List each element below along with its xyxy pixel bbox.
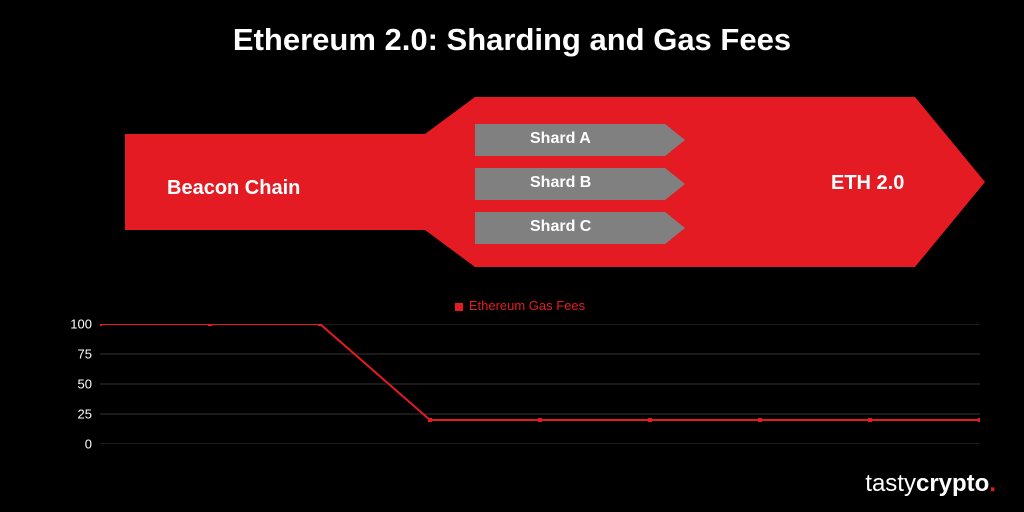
shard-arrow-icon [475, 212, 805, 244]
logo-dot: . [989, 470, 996, 497]
logo-part2: crypto [916, 470, 989, 497]
y-tick-label: 25 [78, 407, 92, 422]
shard-label: Shard A [530, 130, 591, 148]
beacon-chain-label: Beacon Chain [167, 177, 300, 200]
y-tick-label: 100 [70, 317, 92, 332]
gas-fees-chart: Ethereum Gas Fees 100 75 50 25 0 [50, 298, 990, 458]
y-tick-label: 75 [78, 347, 92, 362]
legend-label: Ethereum Gas Fees [469, 298, 585, 313]
shard-arrow-icon [475, 124, 805, 156]
shard-row: Shard C [475, 212, 805, 244]
chart-legend: Ethereum Gas Fees [50, 298, 990, 313]
chart-svg [100, 324, 980, 444]
y-tick-label: 50 [78, 377, 92, 392]
shard-row: Shard B [475, 168, 805, 200]
shard-arrow-icon [475, 168, 805, 200]
eth-2-label: ETH 2.0 [831, 172, 904, 195]
shards-container: Shard A Shard B Shard C [475, 124, 805, 256]
y-axis-labels: 100 75 50 25 0 [50, 324, 98, 444]
shard-label: Shard C [530, 218, 591, 236]
page-title: Ethereum 2.0: Sharding and Gas Fees [0, 22, 1024, 58]
y-tick-label: 0 [85, 437, 92, 452]
brand-logo: tastycrypto. [865, 470, 996, 498]
legend-marker-icon [455, 303, 463, 311]
sharding-arrow-diagram: Beacon Chain ETH 2.0 Shard A Shard B Sha… [125, 92, 985, 272]
shard-label: Shard B [530, 174, 591, 192]
shard-row: Shard A [475, 124, 805, 156]
chart-plot-area [100, 324, 980, 444]
logo-part1: tasty [865, 470, 916, 497]
